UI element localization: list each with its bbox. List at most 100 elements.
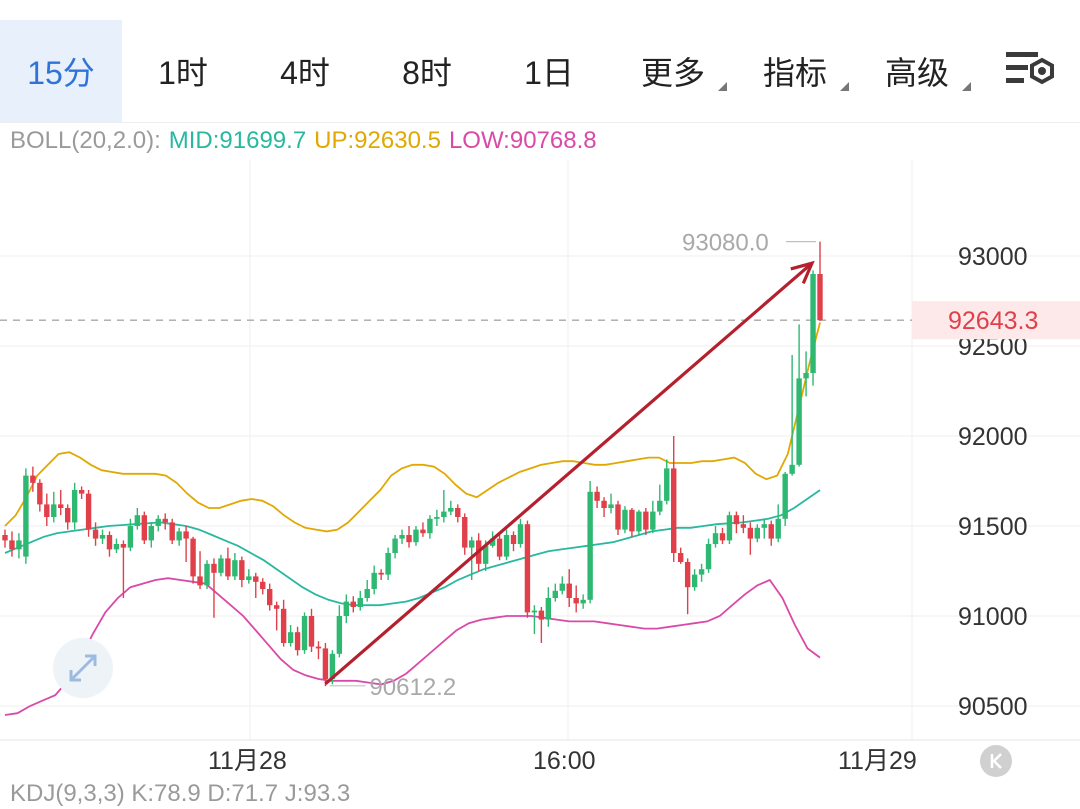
candle	[336, 605, 343, 658]
candle	[9, 531, 15, 557]
candle	[573, 585, 579, 613]
candle	[16, 533, 22, 559]
current-price-tag	[912, 301, 1080, 340]
candle	[232, 553, 238, 580]
expand-arrows-icon	[69, 654, 97, 682]
candle	[517, 518, 524, 548]
candle	[85, 490, 92, 537]
candle	[698, 563, 705, 582]
price-axis-label: 90500	[958, 693, 1028, 721]
boll-up-line	[4, 322, 821, 533]
candle	[671, 436, 677, 562]
tab-advanced[interactable]: 高级	[856, 20, 978, 122]
caret-down-icon	[962, 82, 971, 91]
candle	[712, 526, 719, 548]
tab-more[interactable]: 更多	[612, 20, 734, 122]
candle	[120, 540, 127, 598]
candle	[99, 529, 106, 544]
candle	[503, 529, 510, 561]
candle	[211, 558, 217, 618]
candle	[218, 554, 224, 577]
candle	[510, 531, 517, 552]
candle	[441, 490, 447, 523]
boll-low-line	[4, 577, 821, 716]
scroll-to-latest-button[interactable]	[980, 745, 1012, 777]
caret-down-icon	[718, 82, 727, 91]
chart-settings-icon[interactable]	[1004, 46, 1056, 94]
candle	[322, 643, 329, 687]
trend-arrow-head	[790, 260, 815, 285]
tab-label: 1日	[524, 55, 574, 91]
candle	[204, 560, 210, 589]
candle	[427, 515, 433, 539]
candle	[664, 459, 670, 505]
candle	[141, 511, 148, 544]
tab-1d[interactable]: 1日	[488, 20, 610, 122]
candle	[371, 565, 377, 595]
time-axis-label: 16:00	[533, 747, 596, 775]
low-price-annotation: 90612.2	[369, 674, 456, 701]
candle	[524, 520, 531, 618]
candle	[225, 547, 231, 580]
candle	[308, 608, 315, 652]
candle	[350, 596, 356, 613]
boll-params: BOLL(20,2.0):	[10, 127, 161, 154]
tab-4h[interactable]: 4时	[244, 20, 366, 122]
price-axis-label: 91500	[958, 513, 1028, 541]
bollinger-bands	[0, 319, 912, 716]
candle	[817, 241, 823, 321]
tab-indicators[interactable]: 指标	[734, 20, 856, 122]
candle	[162, 513, 168, 530]
candle	[113, 538, 120, 553]
tab-label: 1时	[158, 55, 208, 91]
candle	[155, 515, 161, 532]
tab-15m[interactable]: 15分	[0, 20, 122, 122]
candle	[754, 524, 761, 543]
candle	[183, 526, 189, 562]
candle	[733, 511, 740, 534]
tab-label: 更多	[640, 55, 705, 91]
candle	[496, 535, 503, 561]
candle	[608, 493, 614, 514]
candle	[92, 522, 99, 546]
candle	[622, 506, 628, 534]
time-axis-label: 11月29	[838, 747, 917, 775]
candle	[392, 535, 398, 559]
candle	[803, 351, 809, 397]
candle	[531, 605, 538, 634]
tab-label: 8时	[402, 55, 452, 91]
candle	[740, 515, 747, 534]
candle	[2, 529, 8, 548]
candle	[726, 511, 733, 544]
candle	[448, 500, 454, 516]
candle	[677, 547, 684, 564]
chart-grid	[0, 160, 1080, 741]
candle	[294, 626, 301, 656]
candle	[761, 518, 767, 539]
candle	[287, 625, 294, 647]
candle	[691, 569, 698, 591]
candle	[343, 594, 350, 624]
candle	[413, 526, 419, 546]
tab-1h[interactable]: 1时	[122, 20, 244, 122]
candle	[23, 468, 29, 564]
candlesticks	[2, 241, 823, 687]
boll-mid-value: MID:91699.7	[168, 127, 307, 154]
candle	[378, 569, 384, 580]
kdj-legend: KDJ(9,3,3) K:78.9 D:71.7 J:93.3	[10, 780, 351, 807]
timeframe-tabs: 15分 1时 4时 8时 1日 更多 指标 高级	[0, 0, 1080, 123]
trend-arrow	[324, 260, 815, 686]
tab-label: 4时	[280, 55, 330, 91]
candle	[399, 529, 405, 544]
candle	[64, 504, 71, 530]
price-axis-label: 92000	[958, 423, 1028, 451]
tab-8h[interactable]: 8时	[366, 20, 488, 122]
expand-chart-button[interactable]	[53, 638, 113, 698]
tab-label: 15分	[27, 55, 95, 91]
candle	[782, 472, 788, 526]
boll-up-value: UP:92630.5	[314, 127, 441, 154]
candle	[176, 527, 182, 546]
candle	[127, 518, 134, 552]
